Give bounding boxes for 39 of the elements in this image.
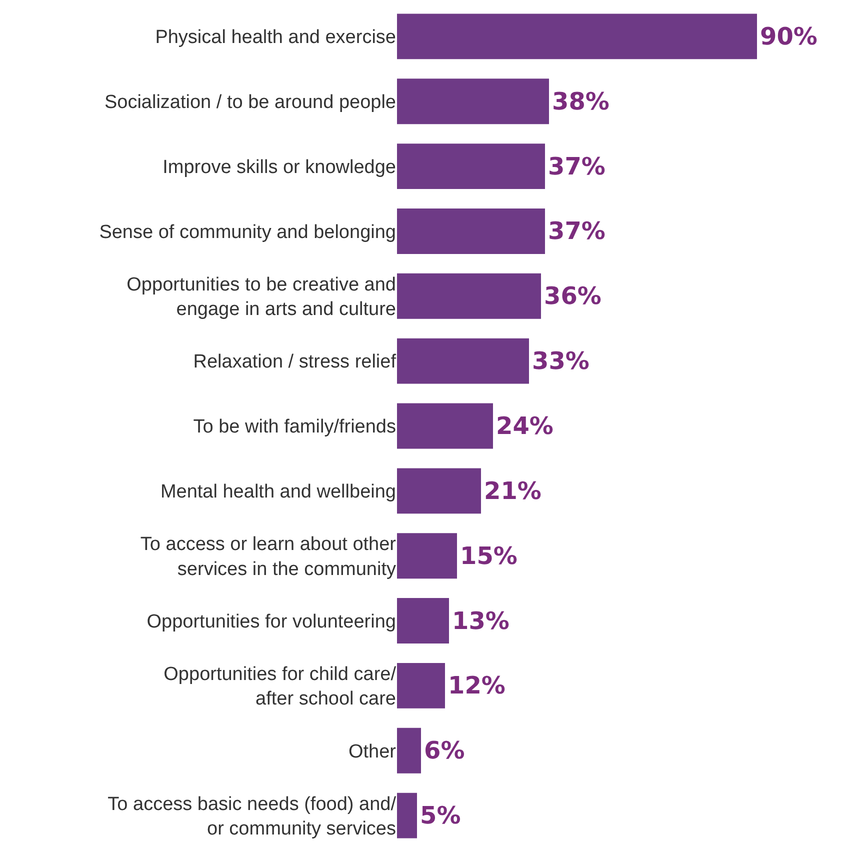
bar [397, 728, 421, 774]
bar [397, 208, 545, 254]
bar [397, 403, 493, 449]
data-label: 5% [420, 802, 461, 830]
data-label: 37% [548, 152, 606, 180]
y-tick-label: Relaxation / stress relief [193, 352, 397, 373]
bar [397, 662, 445, 708]
data-label: 36% [544, 282, 602, 310]
bar [397, 338, 529, 384]
data-label: 15% [460, 542, 518, 570]
bar [397, 468, 481, 514]
bar [397, 598, 449, 644]
y-tick-label: To be with family/friends [193, 416, 396, 438]
y-tick-label: Opportunities to be creative and engage in arts and culture [126, 274, 396, 320]
data-label: 33% [532, 347, 590, 376]
y-tick-label: Improve skills or knowledge [162, 156, 396, 178]
y-tick-label: Socialization / to be around people [104, 92, 396, 114]
data-label: 13% [452, 606, 510, 635]
bar [397, 273, 541, 319]
data-label: 24% [496, 412, 554, 440]
y-tick-label: To access basic needs (food) and/ or community services [108, 794, 397, 840]
y-tick-label: Sense of community and belonging [99, 222, 396, 243]
data-label: 12% [448, 672, 506, 700]
bar [397, 78, 549, 124]
y-tick-label: To access or learn about other services in the community [140, 534, 397, 580]
y-tick-label: Physical health and exercise [155, 27, 396, 48]
y-tick-label: Opportunities for child care/ after school care [164, 664, 397, 710]
y-tick-label: Mental health and wellbeing [160, 482, 396, 503]
data-label: 38% [552, 87, 610, 116]
y-tick-label: Other [348, 741, 397, 762]
data-label: 37% [548, 217, 606, 246]
bar [397, 14, 757, 60]
data-label: 90% [760, 22, 818, 50]
bar [397, 144, 545, 190]
data-label: 6% [424, 736, 465, 765]
bar [397, 533, 457, 579]
bar [397, 792, 417, 838]
y-tick-label: Opportunities for volunteering [146, 611, 396, 632]
data-label: 21% [484, 476, 542, 505]
